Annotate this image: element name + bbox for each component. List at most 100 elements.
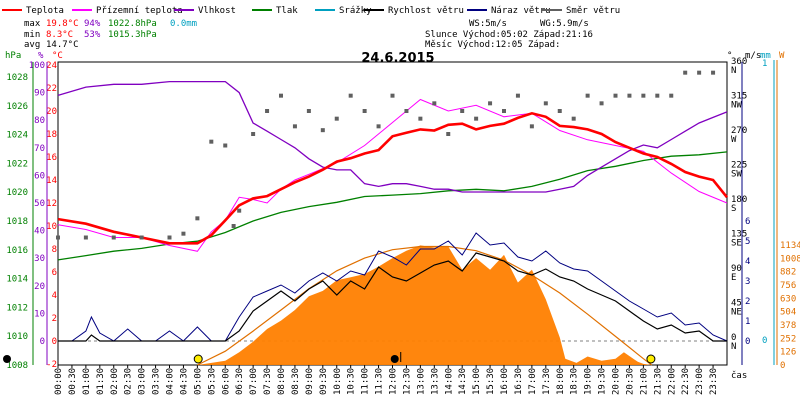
tick-label-dir: NW (731, 101, 742, 111)
x-tick-label: 10:00 (333, 368, 343, 395)
wind-direction-point (641, 93, 646, 98)
tick-label-dir: 0 (731, 333, 736, 343)
tick-label-dir: N (731, 342, 736, 352)
wind-speed-line (58, 252, 727, 342)
tick-label-w: 252 (780, 334, 796, 344)
x-tick-label: 19:00 (584, 368, 594, 395)
tick-label-w: 126 (780, 348, 796, 358)
wind-direction-point (237, 208, 242, 213)
tick-label-pct: 20 (34, 282, 45, 292)
tick-label-hpa: 1014 (6, 275, 28, 285)
x-tick-label: 09:00 (305, 368, 315, 395)
tick-label-pct: 40 (34, 227, 45, 237)
tick-label-dir: 45 (731, 299, 742, 309)
tick-label-dir: W (731, 135, 737, 145)
x-tick-label: 10:30 (347, 368, 357, 395)
x-tick-label: 09:30 (319, 368, 329, 395)
wind-direction-point (613, 93, 618, 98)
x-tick-label: 06:00 (221, 368, 231, 395)
unit-hpa: hPa (5, 51, 21, 61)
wind-direction-point (488, 101, 493, 106)
wind-direction-point (181, 231, 186, 236)
wind-direction-points (56, 70, 716, 240)
x-tick-label: 00:00 (54, 368, 64, 395)
x-tick-label: 22:00 (667, 368, 677, 395)
solar-area (197, 245, 652, 365)
stat-min-press: 1015.3hPa (108, 30, 157, 40)
x-tick-label: 20:00 (612, 368, 622, 395)
tick-label-hpa: 1022 (6, 159, 28, 169)
x-tick-label: 04:30 (179, 368, 189, 395)
tick-label-w: 630 (780, 294, 796, 304)
x-tick-label: 05:00 (193, 368, 203, 395)
stat-rain: 0.0mm (170, 19, 197, 29)
x-tick-label: 13:00 (416, 368, 426, 395)
stat-sun: Slunce Východ:05:02 Západ:21:16 (425, 30, 593, 40)
wind-direction-point (265, 109, 270, 113)
wind-direction-point (529, 124, 534, 129)
tick-label-hpa: 1020 (6, 188, 28, 198)
x-tick-label: 00:30 (68, 368, 78, 395)
stat-max-hum: 94% (84, 19, 101, 29)
x-tick-label: 11:30 (375, 368, 385, 395)
wind-direction-point (251, 132, 256, 136)
stats-panel: max 19.8°C 94% 1022.8hPa 0.0mm min 8.3°C… (24, 19, 593, 50)
wind-direction-point (599, 101, 604, 106)
humidity-line (57, 80, 728, 193)
x-tick-label: 12:00 (389, 368, 399, 395)
x-tick-label: 05:30 (207, 368, 217, 395)
wind-direction-point (292, 124, 297, 129)
wind-direction-point (515, 93, 520, 98)
tick-label-degc: 10 (46, 222, 57, 232)
stat-max-press: 1022.8hPa (108, 19, 157, 29)
tick-label-pct: 30 (34, 254, 45, 264)
stat-ws: WS:5m/s (469, 19, 507, 29)
tick-label-ms: 1 (745, 317, 750, 327)
tick-label-hpa: 1018 (6, 217, 28, 227)
legend: Teplota Přízemní teplota Vlhkost Tlak Srážky… (2, 6, 620, 16)
wind-direction-point (390, 93, 395, 98)
tick-label-w: 1134 (780, 241, 800, 251)
legend-label: Přízemní teplota (96, 6, 183, 16)
tick-label-dir: N (731, 66, 736, 76)
tick-label-ms: 4 (745, 257, 750, 267)
stat-moon: Měsíc Východ:12:05 Západ: (425, 40, 560, 50)
stat-max-temp: 19.8°C (46, 19, 79, 29)
stat-avg-temp: 14.7°C (46, 40, 79, 50)
unit-degc: °C (52, 51, 63, 61)
x-tick-label: 08:00 (277, 368, 287, 395)
x-tick-label: 08:30 (291, 368, 301, 395)
tick-label-dir: S (731, 204, 736, 214)
tick-label-ms: 6 (745, 217, 750, 227)
tick-label-ms: 0 (745, 337, 750, 347)
tick-label-degc: 20 (46, 107, 57, 117)
stat-avg-label: avg (24, 40, 40, 50)
tick-label-pct: 100 (29, 61, 45, 71)
tick-label-degc: 4 (52, 291, 57, 301)
x-tick-label: 21:30 (653, 368, 663, 395)
x-tick-label: 15:30 (486, 368, 496, 395)
tick-label-pct: 80 (34, 116, 45, 126)
tick-label-pct: 90 (34, 89, 45, 99)
x-tick-label: 18:00 (556, 368, 566, 395)
x-tick-label: 21:00 (639, 368, 649, 395)
wind-direction-point (446, 132, 451, 136)
wind-direction-point (376, 124, 381, 129)
x-tick-label: 16:30 (514, 368, 524, 395)
legend-label: Teplota (26, 6, 64, 16)
x-tick-label: 04:00 (166, 368, 176, 395)
x-tick-label: 19:30 (598, 368, 608, 395)
stat-wg: WG:5.9m/s (540, 19, 589, 29)
tick-label-degc: 12 (46, 199, 57, 209)
x-tick-label: 20:30 (625, 368, 635, 395)
legend-label: Vlhkost (198, 6, 236, 16)
axes: 1008101010121014101610181020102210241026… (5, 51, 800, 395)
wind-direction-point (279, 93, 283, 98)
wind-direction-point (502, 109, 506, 113)
tick-label-pct: 50 (34, 199, 45, 209)
wind-direction-point (334, 116, 339, 121)
sunset-marker (646, 354, 656, 364)
wind-direction-point (669, 93, 674, 98)
wind-direction-point (111, 235, 116, 240)
tick-label-degc: 24 (46, 61, 57, 71)
